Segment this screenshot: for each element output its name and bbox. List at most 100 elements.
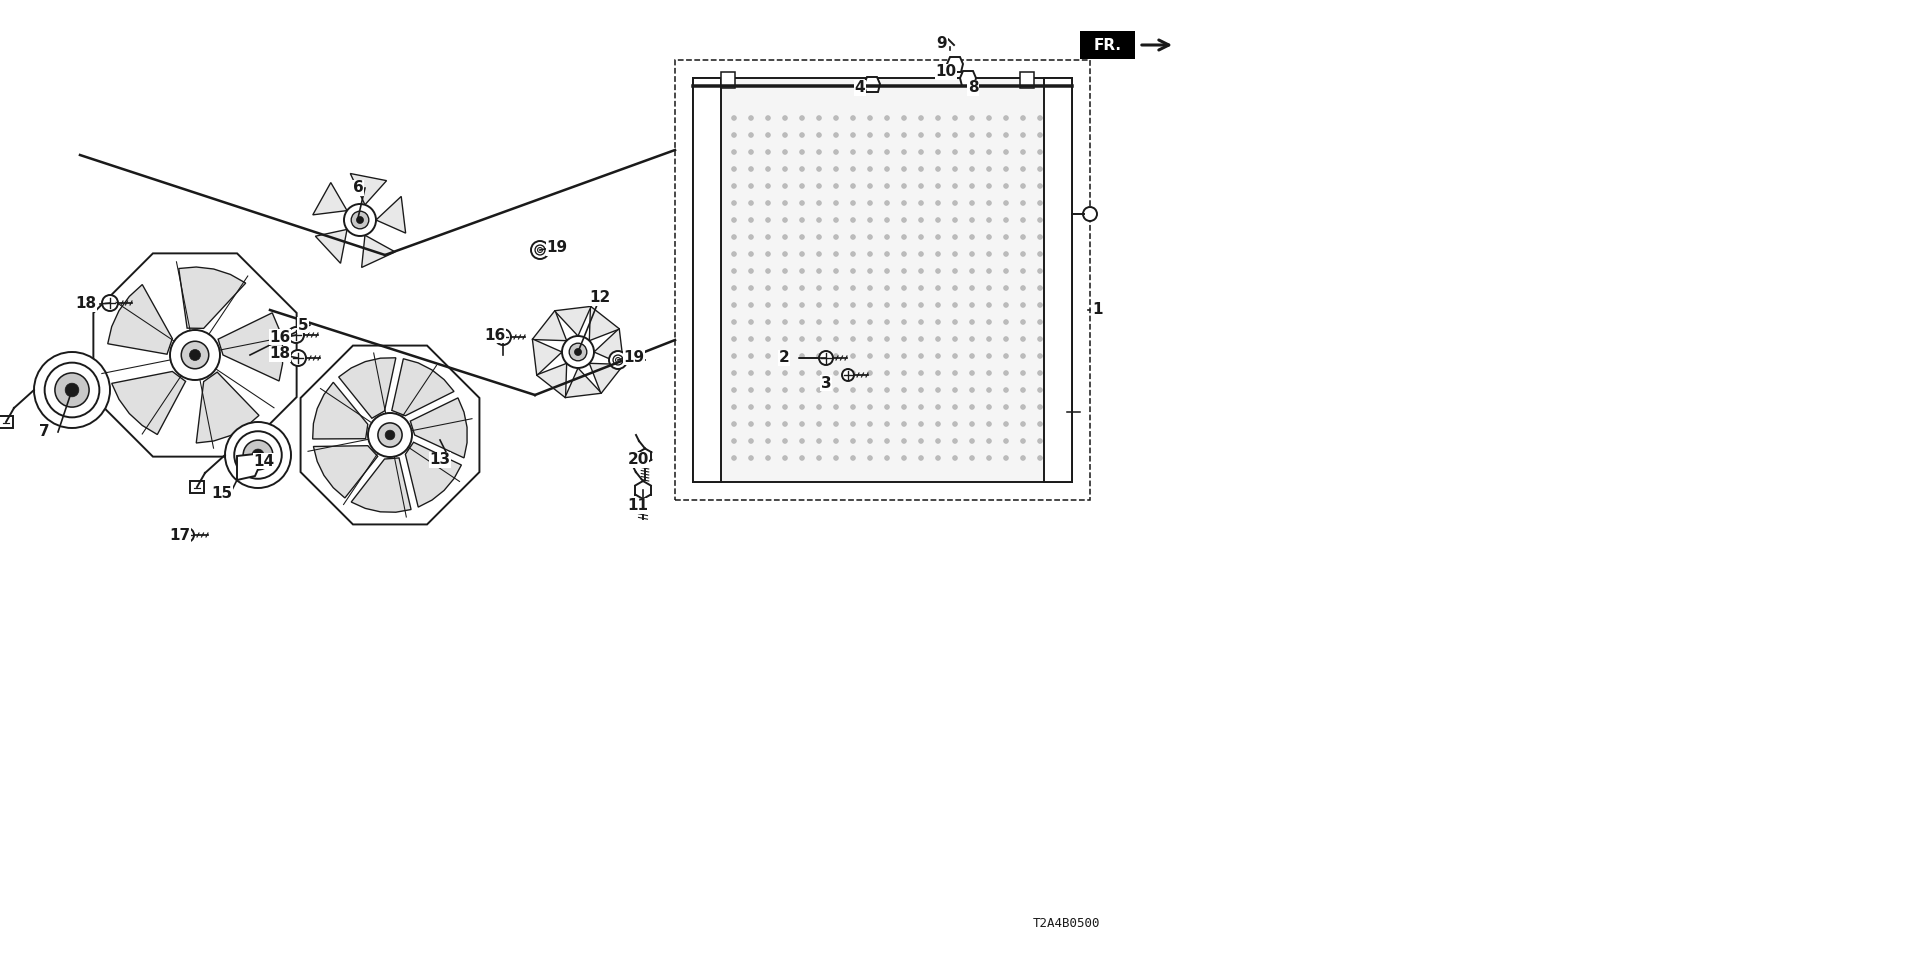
Polygon shape <box>864 77 879 92</box>
Circle shape <box>970 353 975 358</box>
Circle shape <box>885 404 889 410</box>
Circle shape <box>987 218 991 223</box>
Circle shape <box>56 372 88 407</box>
Circle shape <box>918 439 924 444</box>
Circle shape <box>714 201 720 205</box>
Circle shape <box>732 115 737 121</box>
Circle shape <box>732 404 737 410</box>
Circle shape <box>244 440 273 469</box>
Circle shape <box>885 353 889 358</box>
Circle shape <box>987 371 991 375</box>
Circle shape <box>714 285 720 291</box>
Circle shape <box>902 150 906 155</box>
Circle shape <box>783 353 787 358</box>
Bar <box>1079 31 1135 59</box>
Circle shape <box>970 404 975 410</box>
Circle shape <box>833 388 839 393</box>
Circle shape <box>783 455 787 461</box>
Circle shape <box>816 234 822 239</box>
Text: 4: 4 <box>854 81 866 95</box>
Circle shape <box>868 455 872 461</box>
Circle shape <box>987 252 991 256</box>
Circle shape <box>833 218 839 223</box>
Circle shape <box>935 166 941 172</box>
Circle shape <box>749 269 753 274</box>
Circle shape <box>902 404 906 410</box>
Polygon shape <box>108 284 173 354</box>
Circle shape <box>902 218 906 223</box>
Circle shape <box>868 320 872 324</box>
Circle shape <box>732 439 737 444</box>
Text: 16: 16 <box>269 329 290 345</box>
Text: 14: 14 <box>253 453 275 468</box>
Circle shape <box>868 252 872 256</box>
Circle shape <box>749 285 753 291</box>
Circle shape <box>816 353 822 358</box>
Circle shape <box>180 341 209 369</box>
Circle shape <box>970 166 975 172</box>
Circle shape <box>851 234 856 239</box>
Circle shape <box>816 455 822 461</box>
Circle shape <box>918 320 924 324</box>
Circle shape <box>714 337 720 342</box>
Circle shape <box>833 421 839 426</box>
Circle shape <box>970 132 975 137</box>
Circle shape <box>783 439 787 444</box>
Bar <box>676 60 1091 500</box>
Circle shape <box>732 150 737 155</box>
Circle shape <box>970 320 975 324</box>
Circle shape <box>885 439 889 444</box>
Circle shape <box>952 439 958 444</box>
Circle shape <box>833 285 839 291</box>
Circle shape <box>833 201 839 205</box>
Circle shape <box>749 183 753 188</box>
Circle shape <box>749 234 753 239</box>
Circle shape <box>1021 150 1025 155</box>
Circle shape <box>868 388 872 393</box>
Circle shape <box>190 349 200 361</box>
Circle shape <box>935 388 941 393</box>
Circle shape <box>851 269 856 274</box>
Bar <box>693 78 722 482</box>
Circle shape <box>1037 252 1043 256</box>
Text: 18: 18 <box>269 347 290 362</box>
Bar <box>0 416 13 428</box>
Circle shape <box>749 353 753 358</box>
Circle shape <box>1037 269 1043 274</box>
Circle shape <box>1004 371 1008 375</box>
Circle shape <box>987 234 991 239</box>
Circle shape <box>851 439 856 444</box>
Circle shape <box>1004 201 1008 205</box>
Circle shape <box>851 371 856 375</box>
Polygon shape <box>589 363 624 394</box>
Text: 16: 16 <box>484 327 505 343</box>
Circle shape <box>799 234 804 239</box>
Circle shape <box>952 353 958 358</box>
Circle shape <box>1037 218 1043 223</box>
Circle shape <box>1004 404 1008 410</box>
Polygon shape <box>349 174 386 204</box>
Circle shape <box>987 285 991 291</box>
Circle shape <box>885 320 889 324</box>
Circle shape <box>1021 234 1025 239</box>
Circle shape <box>833 252 839 256</box>
Circle shape <box>833 404 839 410</box>
Text: 1: 1 <box>1092 302 1104 318</box>
Circle shape <box>935 252 941 256</box>
Circle shape <box>952 201 958 205</box>
Circle shape <box>987 337 991 342</box>
Circle shape <box>987 439 991 444</box>
Circle shape <box>234 431 282 479</box>
Circle shape <box>799 201 804 205</box>
Circle shape <box>952 132 958 137</box>
Circle shape <box>1021 269 1025 274</box>
Circle shape <box>783 234 787 239</box>
Circle shape <box>833 337 839 342</box>
Circle shape <box>885 421 889 426</box>
Circle shape <box>351 211 369 228</box>
Circle shape <box>714 388 720 393</box>
Circle shape <box>714 269 720 274</box>
Polygon shape <box>564 368 601 397</box>
Circle shape <box>783 388 787 393</box>
Circle shape <box>616 357 620 363</box>
